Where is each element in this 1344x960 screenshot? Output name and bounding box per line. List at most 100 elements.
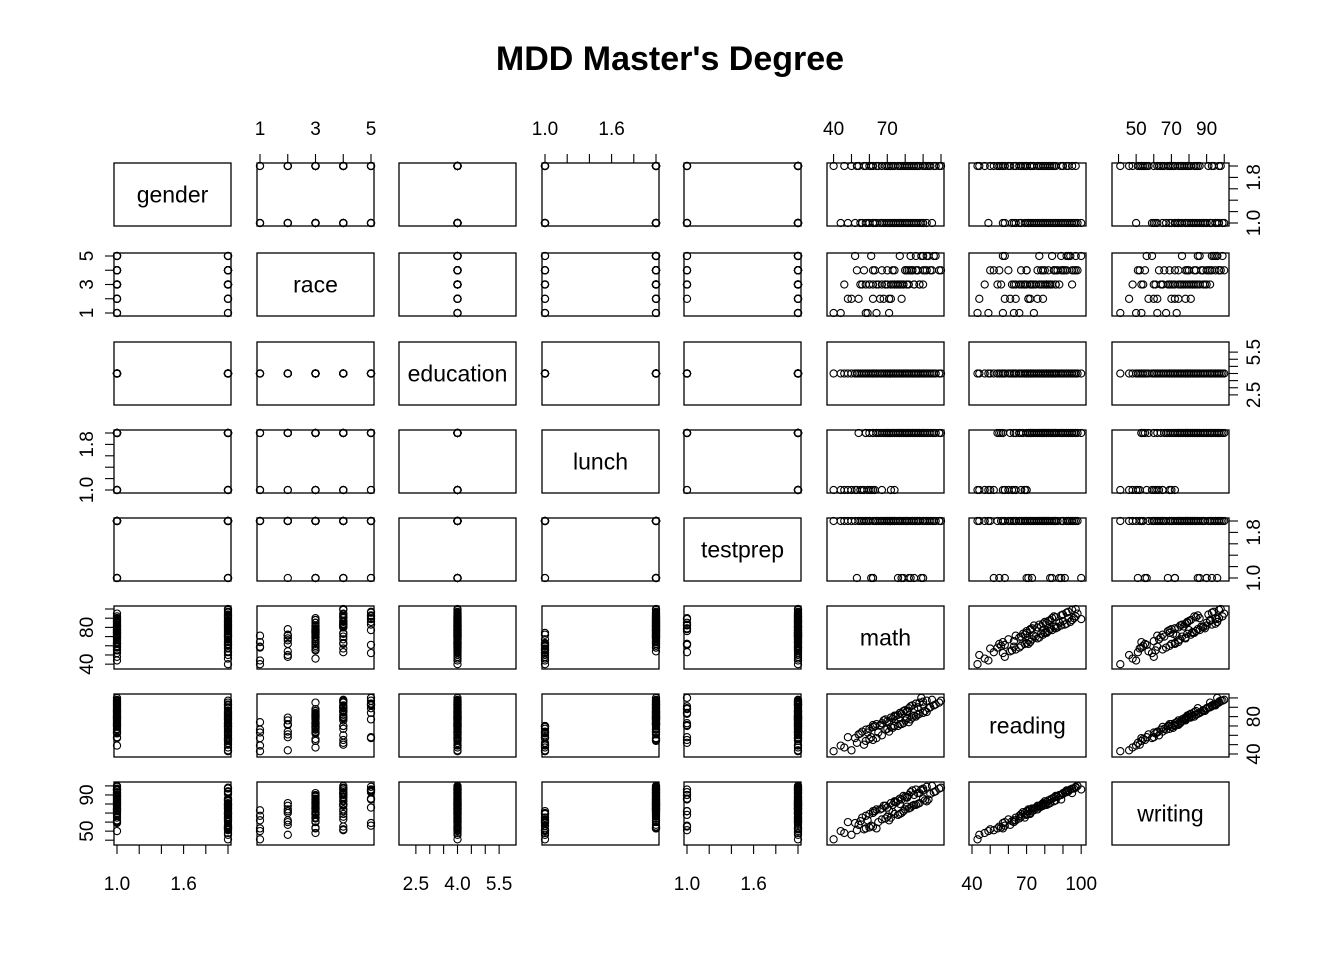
point-education-math-75 bbox=[913, 369, 922, 378]
point-race-reading-60 bbox=[996, 280, 1006, 289]
point-race-writing-7 bbox=[1144, 294, 1153, 303]
point-math-education-73 bbox=[453, 645, 462, 654]
point-testprep-education-81 bbox=[453, 573, 462, 583]
point-education-math-57 bbox=[877, 369, 887, 378]
point-testprep-math-48 bbox=[852, 573, 862, 583]
point-lunch-writing-79 bbox=[1165, 428, 1174, 438]
point-race-lunch-80 bbox=[540, 308, 550, 318]
x-tick-label-writing-2: 90 bbox=[1196, 119, 1217, 140]
point-testprep-math-65 bbox=[886, 516, 896, 526]
point-race-writing-2 bbox=[1149, 294, 1158, 303]
point-education-reading-59 bbox=[984, 369, 993, 378]
point-race-gender-79 bbox=[223, 280, 233, 289]
point-testprep-math-81 bbox=[868, 573, 878, 583]
point-math-race-82 bbox=[339, 632, 348, 641]
point-race-math-4 bbox=[884, 308, 894, 318]
point-lunch-reading-65 bbox=[1038, 428, 1048, 438]
point-math-education-68 bbox=[453, 654, 462, 663]
point-gender-reading-79 bbox=[1026, 161, 1035, 171]
point-math-race-59 bbox=[255, 656, 265, 665]
point-gender-math-35 bbox=[922, 218, 931, 228]
point-race-writing-62 bbox=[1165, 266, 1174, 275]
point-math-gender-46 bbox=[223, 637, 233, 646]
point-race-writing-82 bbox=[1160, 266, 1169, 275]
point-gender-writing-73 bbox=[1158, 218, 1167, 228]
point-race-reading-23 bbox=[998, 251, 1008, 261]
point-lunch-reading-23 bbox=[998, 485, 1008, 495]
panel-reading-testprep bbox=[683, 693, 802, 758]
point-gender-math-72 bbox=[909, 161, 919, 171]
point-race-reading-7 bbox=[1006, 294, 1015, 303]
point-testprep-reading-16 bbox=[1000, 573, 1009, 583]
point-race-math-20 bbox=[897, 294, 906, 303]
panel-testprep-education bbox=[398, 517, 517, 582]
point-gender-reading-80 bbox=[973, 161, 982, 171]
point-race-reading-9 bbox=[1004, 266, 1013, 275]
point-race-writing-54 bbox=[1153, 294, 1162, 303]
point-math-lunch-75 bbox=[651, 616, 661, 626]
point-testprep-reading-10 bbox=[1077, 573, 1086, 583]
point-race-writing-31 bbox=[1181, 294, 1190, 303]
point-education-testprep-83 bbox=[793, 369, 803, 378]
point-race-reading-53 bbox=[1016, 280, 1026, 289]
point-testprep-writing-41 bbox=[1193, 573, 1202, 583]
point-education-math-77 bbox=[922, 369, 931, 378]
point-testprep-reading-48 bbox=[989, 573, 998, 583]
point-testprep-gender-56 bbox=[223, 573, 233, 583]
point-race-writing-46 bbox=[1149, 280, 1158, 289]
point-reading-writing-80 bbox=[1116, 747, 1125, 756]
point-race-writing-26 bbox=[1137, 308, 1146, 318]
point-gender-math-68 bbox=[840, 161, 849, 171]
point-testprep-writing-67 bbox=[1202, 573, 1211, 583]
point-lunch-writing-59 bbox=[1131, 485, 1141, 495]
point-education-math-80 bbox=[829, 369, 838, 378]
point-testprep-gender-83 bbox=[112, 516, 122, 526]
point-math-gender-74 bbox=[223, 623, 233, 632]
point-math-race-20 bbox=[283, 625, 292, 634]
panel-education-lunch bbox=[541, 341, 660, 406]
x-tick-label-testprep-0: 1.0 bbox=[674, 874, 700, 895]
point-gender-race-83 bbox=[311, 218, 320, 228]
point-education-writing-79 bbox=[1165, 369, 1174, 378]
y-tick-label-reading-0: 40 bbox=[1244, 743, 1265, 764]
panel-testprep-reading bbox=[968, 517, 1087, 582]
point-testprep-lunch-83 bbox=[651, 516, 661, 526]
point-race-math-63 bbox=[881, 280, 890, 289]
point-gender-writing-18 bbox=[1204, 161, 1213, 171]
point-testprep-race-81 bbox=[283, 573, 292, 583]
point-race-writing-38 bbox=[1124, 294, 1134, 303]
point-lunch-math-68 bbox=[840, 485, 849, 495]
point-race-reading-65 bbox=[1038, 294, 1048, 303]
point-race-lunch-73 bbox=[540, 280, 550, 289]
point-lunch-race-43 bbox=[255, 428, 265, 438]
point-gender-math-83 bbox=[902, 218, 912, 228]
panel-lunch-math bbox=[826, 429, 945, 494]
panel-education-gender bbox=[113, 341, 232, 406]
point-lunch-education-80 bbox=[453, 485, 462, 495]
point-math-lunch-48 bbox=[540, 648, 550, 657]
point-gender-math-78 bbox=[918, 218, 928, 228]
point-race-education-83 bbox=[453, 280, 462, 289]
point-race-reading-66 bbox=[993, 280, 1002, 289]
y-tick-label-education-1: 5.5 bbox=[1244, 339, 1265, 365]
point-testprep-reading-82 bbox=[1016, 516, 1026, 526]
point-race-writing-79 bbox=[1165, 280, 1174, 289]
point-lunch-math-5 bbox=[886, 485, 896, 495]
point-education-writing-80 bbox=[1116, 369, 1125, 378]
point-lunch-writing-81 bbox=[1170, 428, 1180, 438]
point-gender-education-82 bbox=[453, 161, 462, 171]
point-lunch-math-57 bbox=[877, 428, 887, 438]
point-math-race-79 bbox=[311, 625, 320, 635]
point-gender-writing-82 bbox=[1160, 161, 1169, 171]
point-math-gender-81 bbox=[112, 639, 122, 649]
point-race-writing-66 bbox=[1137, 280, 1146, 289]
panel-testprep-gender bbox=[113, 517, 232, 582]
y-tick-label-testprep-1: 1.8 bbox=[1244, 519, 1265, 545]
point-gender-writing-56 bbox=[1170, 161, 1180, 171]
point-education-math-83 bbox=[902, 369, 912, 378]
point-gender-writing-68 bbox=[1128, 161, 1137, 171]
point-race-math-73 bbox=[858, 280, 867, 289]
point-race-math-57 bbox=[877, 280, 887, 289]
point-testprep-race-82 bbox=[339, 516, 348, 526]
point-testprep-writing-46 bbox=[1149, 516, 1158, 526]
